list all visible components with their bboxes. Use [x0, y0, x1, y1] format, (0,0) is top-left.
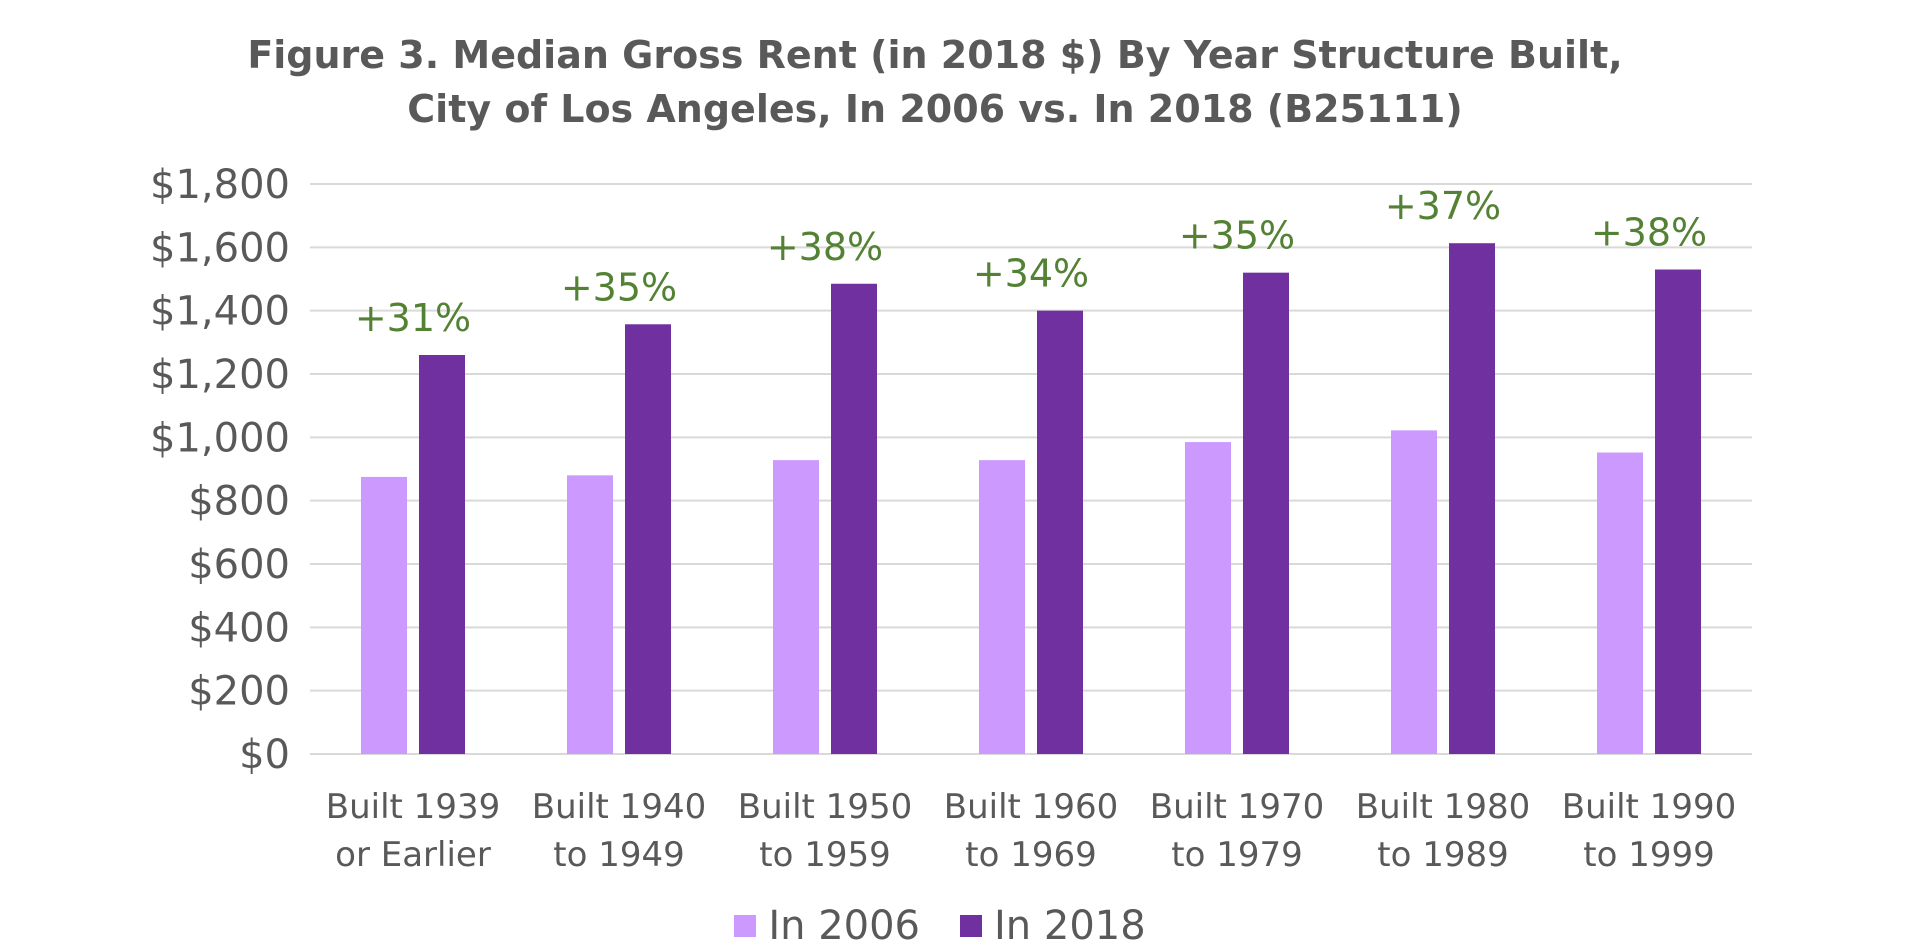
- bar: [1449, 243, 1495, 754]
- x-tick-label: Built 1980: [1356, 787, 1530, 827]
- y-tick-label: $600: [188, 542, 290, 588]
- data-label: +38%: [767, 225, 883, 269]
- y-tick-label: $800: [188, 479, 290, 525]
- legend-item-2018: In 2018: [960, 904, 1146, 948]
- legend-swatch-2006: [734, 915, 757, 937]
- x-tick-label: Built 1960: [944, 787, 1118, 827]
- legend: In 2006 In 2018: [0, 904, 1880, 948]
- chart-title-line-1: Figure 3. Median Gross Rent (in 2018 $) …: [247, 33, 1623, 77]
- y-tick-label: $1,600: [150, 225, 290, 271]
- x-tick-label: to 1969: [965, 835, 1096, 875]
- chart-title-line-2: City of Los Angeles, In 2006 vs. In 2018…: [407, 87, 1463, 131]
- legend-label-2018: In 2018: [994, 903, 1146, 949]
- bar: [625, 324, 671, 754]
- bar: [979, 460, 1025, 754]
- data-label: +31%: [355, 296, 471, 340]
- bar: [361, 476, 407, 754]
- data-label: +37%: [1385, 184, 1501, 228]
- y-tick-label: $0: [239, 732, 290, 778]
- bar: [1655, 269, 1701, 754]
- x-tick-label: Built 1990: [1562, 787, 1736, 827]
- y-tick-label: $1,200: [150, 352, 290, 398]
- y-tick-label: $1,400: [150, 289, 290, 335]
- bar: [1597, 452, 1643, 754]
- bar: [773, 460, 819, 754]
- data-label: +35%: [561, 265, 677, 309]
- bar: [1391, 430, 1437, 754]
- bar: [1037, 310, 1083, 754]
- bar: [567, 475, 613, 754]
- x-tick-label: to 1959: [759, 835, 890, 875]
- x-tick-label: Built 1970: [1150, 787, 1324, 827]
- data-label: +34%: [973, 252, 1089, 296]
- legend-item-2006: In 2006: [734, 904, 920, 948]
- bar: [1243, 272, 1289, 754]
- x-tick-label: or Earlier: [335, 835, 491, 875]
- y-tick-label: $200: [188, 669, 290, 715]
- x-tick-label: to 1999: [1583, 835, 1714, 875]
- x-tick-label: Built 1939: [326, 787, 500, 827]
- y-tick-label: $400: [188, 605, 290, 651]
- bar: [1185, 442, 1231, 754]
- x-tick-label: Built 1940: [532, 787, 706, 827]
- data-label: +35%: [1179, 214, 1295, 258]
- x-tick-label: Built 1950: [738, 787, 912, 827]
- y-tick-label: $1,000: [150, 415, 290, 461]
- x-tick-label: to 1979: [1171, 835, 1302, 875]
- data-label: +38%: [1591, 211, 1707, 255]
- bar: [831, 283, 877, 754]
- legend-label-2006: In 2006: [768, 903, 920, 949]
- bar: [419, 355, 465, 754]
- legend-swatch-2018: [960, 915, 982, 937]
- x-tick-label: to 1949: [553, 835, 684, 875]
- y-tick-label: $1,800: [150, 162, 290, 208]
- chart-title: Figure 3. Median Gross Rent (in 2018 $) …: [0, 28, 1870, 136]
- x-tick-label: to 1989: [1377, 835, 1508, 875]
